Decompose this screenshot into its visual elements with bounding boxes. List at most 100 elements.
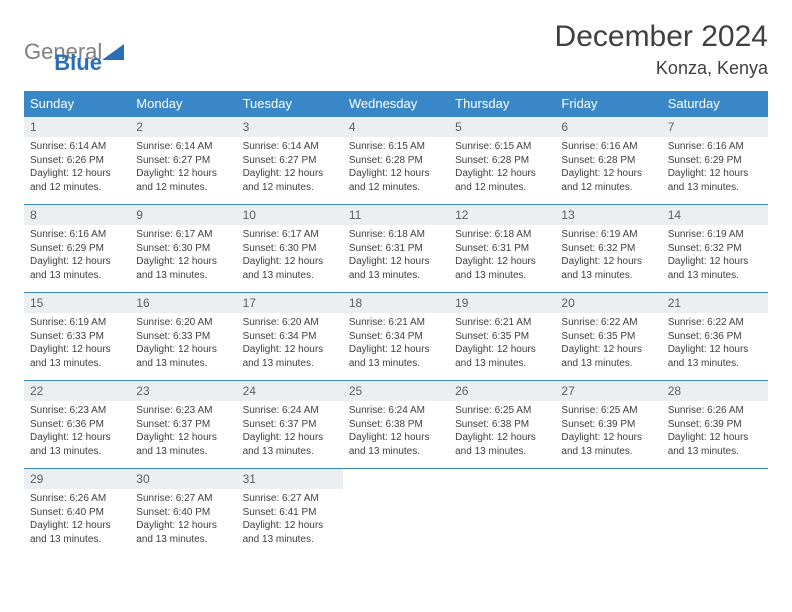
sunrise-label: Sunrise: — [30, 405, 67, 416]
sunset-label: Sunset: — [455, 155, 489, 166]
calendar-day: 20Sunrise: 6:22 AMSunset: 6:35 PMDayligh… — [555, 293, 661, 381]
daylight-line: Daylight: 12 hours and 13 minutes. — [349, 431, 443, 458]
weekday-header: Friday — [555, 91, 661, 117]
sunrise-label: Sunrise: — [561, 229, 598, 240]
calendar-day: 3Sunrise: 6:14 AMSunset: 6:27 PMDaylight… — [237, 117, 343, 205]
sunrise-value: 6:16 AM — [601, 141, 638, 152]
sunrise-value: 6:26 AM — [707, 405, 744, 416]
day-number: 7 — [662, 117, 768, 137]
sunrise-label: Sunrise: — [455, 317, 492, 328]
sunrise-label: Sunrise: — [30, 493, 67, 504]
sunrise-label: Sunrise: — [455, 141, 492, 152]
calendar-day: .. — [555, 469, 661, 557]
daylight-line: Daylight: 12 hours and 13 minutes. — [668, 343, 762, 370]
calendar-day: 5Sunrise: 6:15 AMSunset: 6:28 PMDaylight… — [449, 117, 555, 205]
sunrise-label: Sunrise: — [136, 317, 173, 328]
daylight-line: Daylight: 12 hours and 12 minutes. — [243, 167, 337, 194]
calendar-day: 15Sunrise: 6:19 AMSunset: 6:33 PMDayligh… — [24, 293, 130, 381]
sunrise-line: Sunrise: 6:21 AM — [455, 316, 549, 330]
day-details: Sunrise: 6:14 AMSunset: 6:26 PMDaylight:… — [24, 137, 130, 198]
calendar-week: 1Sunrise: 6:14 AMSunset: 6:26 PMDaylight… — [24, 117, 768, 205]
sunset-line: Sunset: 6:32 PM — [668, 242, 762, 256]
sunrise-label: Sunrise: — [243, 229, 280, 240]
sunrise-value: 6:17 AM — [176, 229, 213, 240]
sunset-label: Sunset: — [30, 155, 64, 166]
day-details: Sunrise: 6:16 AMSunset: 6:28 PMDaylight:… — [555, 137, 661, 198]
calendar-day: 27Sunrise: 6:25 AMSunset: 6:39 PMDayligh… — [555, 381, 661, 469]
day-number: 4 — [343, 117, 449, 137]
calendar-week: 22Sunrise: 6:23 AMSunset: 6:36 PMDayligh… — [24, 381, 768, 469]
daylight-line: Daylight: 12 hours and 13 minutes. — [668, 255, 762, 282]
sunset-label: Sunset: — [349, 155, 383, 166]
sunset-value: 6:32 PM — [704, 243, 741, 254]
day-details: Sunrise: 6:19 AMSunset: 6:32 PMDaylight:… — [555, 225, 661, 286]
sunset-label: Sunset: — [349, 331, 383, 342]
month-title: December 2024 — [555, 20, 768, 54]
sunrise-value: 6:18 AM — [388, 229, 425, 240]
sunset-line: Sunset: 6:40 PM — [136, 506, 230, 520]
header: General Blue December 2024 Konza, Kenya — [24, 20, 768, 83]
day-number: 13 — [555, 205, 661, 225]
sunrise-label: Sunrise: — [349, 141, 386, 152]
daylight-line: Daylight: 12 hours and 13 minutes. — [349, 255, 443, 282]
daylight-line: Daylight: 12 hours and 13 minutes. — [455, 343, 549, 370]
calendar-day: 10Sunrise: 6:17 AMSunset: 6:30 PMDayligh… — [237, 205, 343, 293]
day-details: Sunrise: 6:24 AMSunset: 6:37 PMDaylight:… — [237, 401, 343, 462]
daylight-label: Daylight: — [136, 168, 175, 179]
sunset-value: 6:37 PM — [279, 419, 316, 430]
sunrise-line: Sunrise: 6:25 AM — [561, 404, 655, 418]
sunrise-label: Sunrise: — [455, 229, 492, 240]
daylight-label: Daylight: — [561, 168, 600, 179]
sunrise-value: 6:14 AM — [176, 141, 213, 152]
sunrise-line: Sunrise: 6:26 AM — [30, 492, 124, 506]
day-details: Sunrise: 6:16 AMSunset: 6:29 PMDaylight:… — [24, 225, 130, 286]
day-number: 1 — [24, 117, 130, 137]
sunset-label: Sunset: — [243, 419, 277, 430]
sunrise-label: Sunrise: — [30, 229, 67, 240]
day-details: Sunrise: 6:26 AMSunset: 6:39 PMDaylight:… — [662, 401, 768, 462]
sunrise-label: Sunrise: — [136, 141, 173, 152]
sunrise-value: 6:24 AM — [388, 405, 425, 416]
daylight-label: Daylight: — [30, 168, 69, 179]
sunset-value: 6:36 PM — [67, 419, 104, 430]
sunset-value: 6:33 PM — [173, 331, 210, 342]
sunrise-value: 6:22 AM — [707, 317, 744, 328]
daylight-label: Daylight: — [561, 432, 600, 443]
day-number: 25 — [343, 381, 449, 401]
location: Konza, Kenya — [555, 58, 768, 79]
day-number: 31 — [237, 469, 343, 489]
sunrise-label: Sunrise: — [455, 405, 492, 416]
sunset-label: Sunset: — [136, 331, 170, 342]
sunset-value: 6:28 PM — [598, 155, 635, 166]
sunrise-value: 6:25 AM — [601, 405, 638, 416]
sunset-label: Sunset: — [455, 243, 489, 254]
sunset-line: Sunset: 6:41 PM — [243, 506, 337, 520]
sunset-label: Sunset: — [136, 419, 170, 430]
sunset-label: Sunset: — [136, 243, 170, 254]
sunrise-value: 6:14 AM — [282, 141, 319, 152]
sunrise-label: Sunrise: — [243, 141, 280, 152]
calendar-day: 26Sunrise: 6:25 AMSunset: 6:38 PMDayligh… — [449, 381, 555, 469]
calendar-day: .. — [343, 469, 449, 557]
day-number: 9 — [130, 205, 236, 225]
sunrise-value: 6:21 AM — [495, 317, 532, 328]
sunset-value: 6:38 PM — [386, 419, 423, 430]
sunset-value: 6:34 PM — [279, 331, 316, 342]
weekday-header: Tuesday — [237, 91, 343, 117]
sunrise-value: 6:19 AM — [601, 229, 638, 240]
sunrise-value: 6:21 AM — [388, 317, 425, 328]
day-details: Sunrise: 6:23 AMSunset: 6:37 PMDaylight:… — [130, 401, 236, 462]
daylight-label: Daylight: — [561, 256, 600, 267]
daylight-line: Daylight: 12 hours and 13 minutes. — [243, 255, 337, 282]
sunset-value: 6:27 PM — [173, 155, 210, 166]
day-number: 8 — [24, 205, 130, 225]
sunrise-line: Sunrise: 6:24 AM — [243, 404, 337, 418]
daylight-line: Daylight: 12 hours and 12 minutes. — [349, 167, 443, 194]
weekday-header: Wednesday — [343, 91, 449, 117]
weekday-row: SundayMondayTuesdayWednesdayThursdayFrid… — [24, 91, 768, 117]
calendar-day: 30Sunrise: 6:27 AMSunset: 6:40 PMDayligh… — [130, 469, 236, 557]
daylight-line: Daylight: 12 hours and 13 minutes. — [136, 255, 230, 282]
sunrise-line: Sunrise: 6:24 AM — [349, 404, 443, 418]
daylight-label: Daylight: — [455, 256, 494, 267]
sunrise-value: 6:27 AM — [282, 493, 319, 504]
